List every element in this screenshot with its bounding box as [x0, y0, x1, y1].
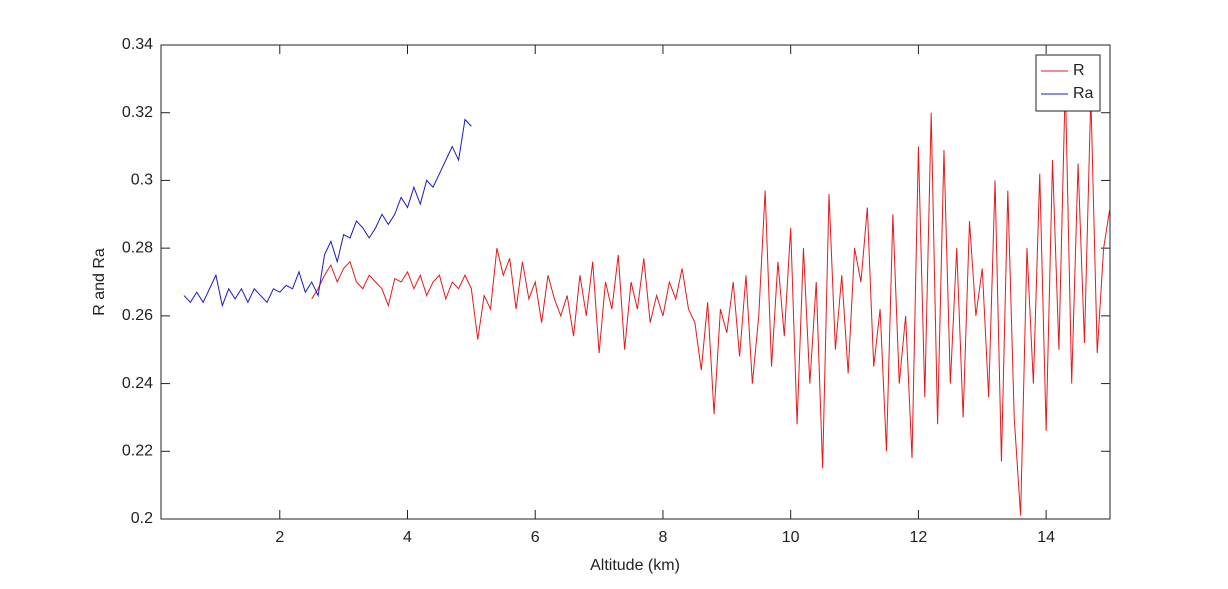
data-line — [311, 82, 1111, 516]
x-axis-label: Altitude (km) — [590, 557, 680, 574]
y-tick-label: 0.34 — [122, 36, 153, 53]
x-tick-label: 2 — [275, 529, 284, 546]
legend-label: Ra — [1073, 85, 1094, 102]
x-tick-label: 12 — [910, 529, 928, 546]
x-tick-label: 8 — [659, 529, 668, 546]
x-tick-label: 10 — [782, 529, 800, 546]
x-tick-label: 6 — [531, 529, 540, 546]
legend-label: R — [1073, 62, 1085, 79]
y-axis-label: R and Ra — [91, 248, 108, 316]
y-tick-label: 0.22 — [122, 443, 153, 460]
y-tick-label: 0.24 — [122, 375, 153, 392]
y-tick-label: 0.3 — [131, 172, 153, 189]
data-line — [183, 118, 472, 308]
x-tick-label: 14 — [1037, 529, 1055, 546]
plot-frame — [160, 44, 1111, 520]
x-tick-label: 4 — [403, 529, 412, 546]
y-tick-label: 0.26 — [122, 307, 153, 324]
y-tick-label: 0.2 — [131, 510, 153, 527]
legend-box — [1035, 54, 1101, 112]
y-tick-label: 0.32 — [122, 104, 153, 121]
y-tick-label: 0.28 — [122, 239, 153, 256]
